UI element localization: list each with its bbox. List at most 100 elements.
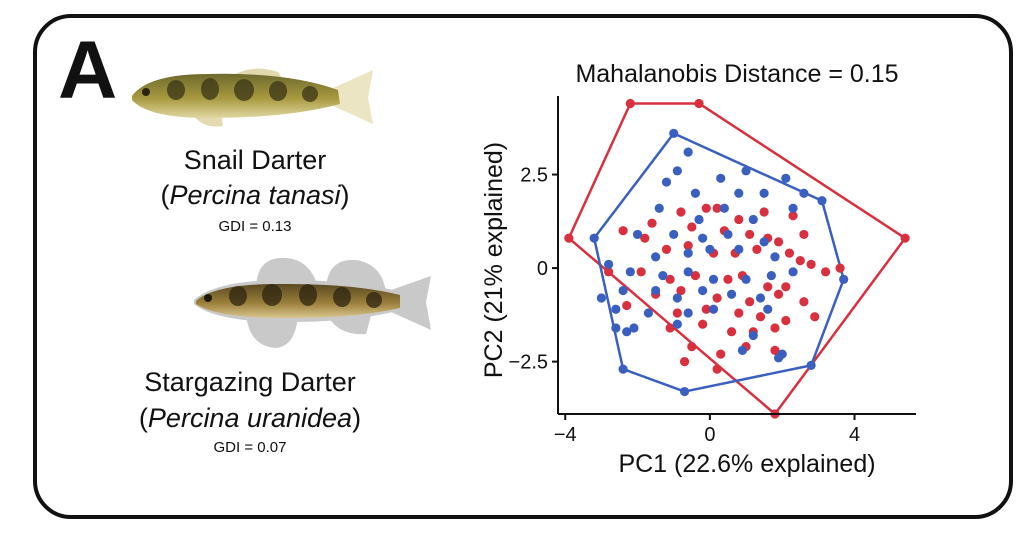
- point-stargazing-darter: [773, 353, 784, 363]
- chart-title: Mahalanobis Distance = 0.15: [575, 60, 898, 88]
- point-stargazing-darter: [755, 293, 766, 303]
- point-stargazing-darter: [604, 259, 614, 269]
- point-snail-darter: [679, 357, 690, 367]
- point-snail-darter: [618, 226, 628, 236]
- point-snail-darter: [806, 259, 816, 269]
- point-stargazing-darter: [748, 330, 758, 341]
- point-stargazing-darter: [748, 214, 758, 225]
- point-stargazing-darter: [611, 323, 621, 333]
- species-scientific-name: (Percina uranidea): [138, 403, 362, 433]
- point-snail-darter: [665, 323, 675, 333]
- point-snail-darter: [716, 349, 726, 359]
- point-stargazing-darter: [806, 360, 816, 370]
- point-snail-darter: [781, 315, 791, 326]
- point-stargazing-darter: [672, 319, 682, 329]
- scientific-name-text: Percina tanasi: [169, 180, 341, 210]
- point-stargazing-darter: [788, 203, 798, 213]
- species-common-name: Stargazing Darter: [144, 367, 356, 397]
- point-stargazing-darter: [690, 188, 701, 198]
- point-stargazing-darter: [781, 173, 791, 183]
- point-stargazing-darter: [651, 252, 661, 262]
- point-stargazing-darter: [618, 285, 628, 296]
- point-stargazing-darter: [817, 196, 827, 206]
- point-snail-darter: [763, 282, 773, 292]
- point-stargazing-darter: [788, 267, 798, 277]
- point-snail-darter: [759, 207, 769, 217]
- point-stargazing-darter: [672, 166, 682, 176]
- point-snail-darter: [723, 274, 733, 284]
- point-stargazing-darter: [708, 274, 719, 284]
- point-snail-darter: [799, 229, 809, 240]
- point-stargazing-darter: [737, 345, 748, 355]
- point-snail-darter: [604, 267, 614, 277]
- y-tick-label: 0: [537, 258, 548, 280]
- x-tick-label: 4: [849, 424, 860, 446]
- point-snail-darter: [773, 289, 784, 299]
- point-stargazing-darter: [799, 188, 809, 198]
- y-axis-title: PC2 (21% explained): [480, 142, 508, 378]
- point-stargazing-darter: [625, 267, 635, 277]
- point-snail-darter: [712, 364, 722, 374]
- x-axis-ticks: −4 0 4: [554, 414, 860, 446]
- point-snail-darter: [810, 312, 820, 322]
- species-gdi: GDI = 0.13: [218, 218, 292, 235]
- point-stargazing-darter: [679, 386, 690, 397]
- point-snail-darter: [726, 327, 737, 337]
- point-snail-darter: [745, 297, 755, 307]
- point-stargazing-darter: [705, 244, 715, 254]
- point-stargazing-darter: [726, 289, 737, 299]
- panel-label: A: [58, 25, 117, 116]
- point-stargazing-darter: [719, 203, 729, 213]
- scientific-name-text: Percina uranidea: [147, 403, 353, 433]
- point-snail-darter: [770, 323, 780, 333]
- point-stargazing-darter: [694, 214, 704, 225]
- point-snail-darter: [647, 218, 657, 228]
- point-stargazing-darter: [698, 285, 708, 296]
- point-snail-darter: [835, 263, 845, 273]
- point-snail-darter: [676, 207, 686, 217]
- point-snail-darter: [900, 233, 910, 243]
- point-snail-darter: [701, 304, 711, 314]
- point-snail-darter: [625, 98, 635, 109]
- point-stargazing-darter: [596, 293, 606, 303]
- point-stargazing-darter: [669, 229, 679, 240]
- x-tick-label: −4: [554, 424, 577, 446]
- point-stargazing-darter: [716, 173, 726, 183]
- y-axis-ticks: 2.5 0 −2.5: [509, 165, 558, 374]
- point-snail-darter: [690, 270, 701, 281]
- point-stargazing-darter: [589, 233, 599, 243]
- point-stargazing-darter: [683, 308, 693, 318]
- point-snail-darter: [636, 267, 646, 277]
- point-stargazing-darter: [683, 147, 693, 157]
- point-snail-darter: [755, 312, 766, 322]
- point-snail-darter: [734, 308, 744, 318]
- point-snail-darter: [661, 244, 672, 254]
- point-stargazing-darter: [683, 248, 693, 258]
- point-snail-darter: [672, 308, 682, 318]
- point-snail-darter: [640, 233, 650, 243]
- point-stargazing-darter: [734, 244, 744, 254]
- point-stargazing-darter: [763, 304, 773, 314]
- stargazing-darter-fish-image: [194, 257, 431, 348]
- point-stargazing-darter: [741, 166, 751, 176]
- point-snail-darter: [694, 98, 704, 109]
- point-snail-darter: [770, 345, 780, 355]
- point-stargazing-darter: [759, 237, 769, 247]
- point-stargazing-darter: [611, 304, 621, 314]
- point-stargazing-darter: [723, 229, 733, 240]
- point-stargazing-darter: [766, 270, 776, 281]
- point-stargazing-darter: [669, 128, 679, 139]
- point-stargazing-darter: [654, 203, 664, 213]
- point-stargazing-darter: [629, 323, 639, 333]
- point-snail-darter: [799, 297, 809, 307]
- point-stargazing-darter: [708, 304, 719, 314]
- point-snail-darter: [701, 203, 711, 213]
- point-stargazing-darter: [658, 270, 668, 281]
- point-snail-darter: [752, 244, 762, 254]
- point-stargazing-darter: [632, 229, 643, 240]
- y-tick-label: 2.5: [520, 165, 548, 187]
- data-points: [564, 98, 910, 419]
- point-snail-darter: [712, 293, 722, 303]
- point-snail-darter: [788, 211, 798, 221]
- hull-snail-darter: [567, 102, 907, 416]
